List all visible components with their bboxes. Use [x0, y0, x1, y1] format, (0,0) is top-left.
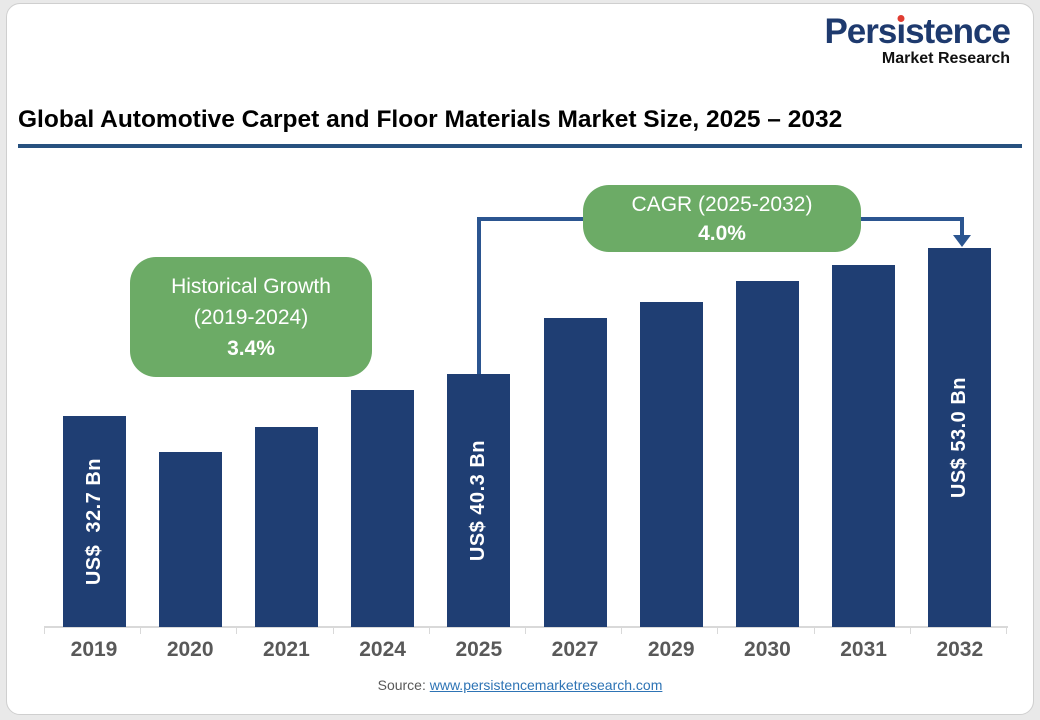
x-axis-line — [44, 626, 1008, 628]
source-line: Source: www.persistencemarketresearch.co… — [0, 677, 1040, 693]
x-axis-tick — [909, 626, 911, 634]
bar-2021 — [254, 427, 318, 627]
x-axis-label-2027: 2027 — [551, 638, 599, 661]
x-axis-label-2025: 2025 — [455, 638, 503, 661]
x-axis-tick — [525, 626, 526, 634]
x-axis-label-2024: 2024 — [359, 638, 406, 661]
x-axis-label-2021: 2021 — [263, 638, 310, 661]
logo-brand: Persı stence — [824, 12, 1011, 51]
bar-2030 — [735, 281, 799, 627]
bar-value-label-2025: US$ 40.3 Bn — [467, 439, 490, 562]
x-axis-label-2029: 2029 — [647, 638, 695, 661]
arrow-down-icon — [953, 235, 971, 247]
x-axis-tick — [332, 626, 334, 634]
x-axis-tick — [44, 626, 45, 634]
bar-2020 — [158, 452, 222, 627]
bar-value-label-2019: US$ 32.7 Bn — [82, 457, 105, 586]
x-axis-label-2030: 2030 — [744, 638, 791, 661]
cagr-line1: CAGR (2025-2032) — [631, 192, 813, 216]
bar-2029 — [639, 302, 703, 627]
x-axis-tick — [428, 626, 430, 634]
historical-growth-value: 3.4% — [227, 336, 275, 360]
cagr-callout: CAGR (2025-2032) 4.0% — [583, 185, 861, 252]
logo-dotted-i: ı — [896, 12, 906, 51]
x-axis-tick — [717, 626, 719, 634]
x-axis-label-2020: 2020 — [166, 638, 214, 661]
source-link[interactable]: www.persistencemarketresearch.com — [429, 677, 663, 693]
historical-growth-line2: (2019-2024) — [193, 305, 309, 329]
x-axis-label-2032: 2032 — [936, 638, 984, 661]
historical-growth-callout: Historical Growth (2019-2024) 3.4% — [130, 257, 372, 377]
bar-2032: US$ 53.0 Bn — [928, 248, 992, 627]
logo-brand-prefix: Pers — [824, 12, 897, 51]
logo-brand-suffix: stence — [905, 12, 1011, 51]
logo-tagline: Market Research — [881, 50, 1010, 67]
x-axis-tick — [621, 626, 623, 634]
x-axis-label-2019: 2019 — [70, 638, 118, 661]
logo: Persı stence Market Research — [824, 12, 1011, 67]
logo-i-glyph: ı — [896, 12, 906, 51]
title-underline — [18, 144, 1022, 148]
logo-red-dot-icon — [897, 15, 905, 22]
bar-2024 — [351, 390, 415, 627]
historical-growth-line1: Historical Growth — [171, 274, 331, 298]
cagr-connector-vertical-left — [477, 217, 481, 375]
bar-2025: US$ 40.3 Bn — [447, 374, 511, 627]
bar-2019: US$ 32.7 Bn — [62, 416, 126, 627]
x-axis-tick — [813, 626, 815, 634]
cagr-value: 4.0% — [698, 221, 746, 245]
x-axis-tick — [1006, 626, 1007, 634]
bar-2031 — [832, 265, 896, 627]
x-axis-tick — [140, 626, 142, 634]
x-axis-tick — [236, 626, 238, 634]
x-axis-label-2031: 2031 — [840, 638, 887, 661]
bar-2027 — [543, 318, 607, 627]
source-label: Source: — [377, 677, 426, 693]
bar-value-label-2032: US$ 53.0 Bn — [948, 376, 971, 499]
cagr-connector-vertical-right — [960, 217, 964, 236]
page-title: Global Automotive Carpet and Floor Mater… — [18, 106, 843, 133]
